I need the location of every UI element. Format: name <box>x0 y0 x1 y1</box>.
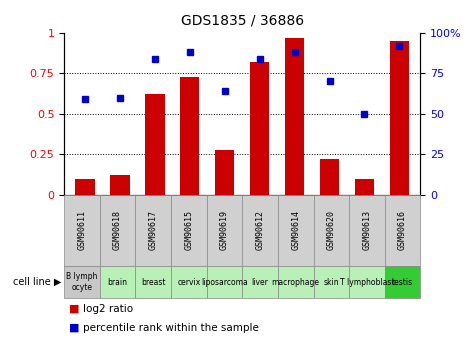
Bar <box>390 41 409 195</box>
Text: ■: ■ <box>69 323 79 333</box>
Text: skin: skin <box>323 277 339 287</box>
Text: GSM90613: GSM90613 <box>362 210 371 250</box>
Bar <box>180 77 200 195</box>
Bar <box>285 38 304 195</box>
Text: GSM90618: GSM90618 <box>113 210 122 250</box>
Text: brain: brain <box>107 277 128 287</box>
Text: GDS1835 / 36886: GDS1835 / 36886 <box>180 14 304 28</box>
Text: GSM90620: GSM90620 <box>327 210 336 250</box>
Bar <box>110 176 130 195</box>
Text: testis: testis <box>392 277 413 287</box>
Bar <box>215 149 234 195</box>
Bar <box>145 95 164 195</box>
Text: GSM90615: GSM90615 <box>184 210 193 250</box>
Text: GSM90611: GSM90611 <box>77 210 86 250</box>
Text: GSM90614: GSM90614 <box>291 210 300 250</box>
Text: log2 ratio: log2 ratio <box>83 304 133 314</box>
Text: B lymph
ocyte: B lymph ocyte <box>66 272 98 292</box>
Bar <box>320 159 339 195</box>
Text: GSM90617: GSM90617 <box>149 210 158 250</box>
Text: ■: ■ <box>69 304 79 314</box>
Text: liposarcoma: liposarcoma <box>201 277 248 287</box>
Text: breast: breast <box>141 277 165 287</box>
Text: GSM90616: GSM90616 <box>398 210 407 250</box>
Bar <box>355 179 374 195</box>
Text: cell line ▶: cell line ▶ <box>13 277 62 287</box>
Bar <box>76 179 95 195</box>
Text: cervix: cervix <box>177 277 200 287</box>
Text: GSM90619: GSM90619 <box>220 210 229 250</box>
Text: liver: liver <box>252 277 268 287</box>
Text: macrophage: macrophage <box>272 277 320 287</box>
Text: T lymphoblast: T lymphoblast <box>340 277 394 287</box>
Text: percentile rank within the sample: percentile rank within the sample <box>83 323 259 333</box>
Text: GSM90612: GSM90612 <box>256 210 265 250</box>
Bar <box>250 62 269 195</box>
